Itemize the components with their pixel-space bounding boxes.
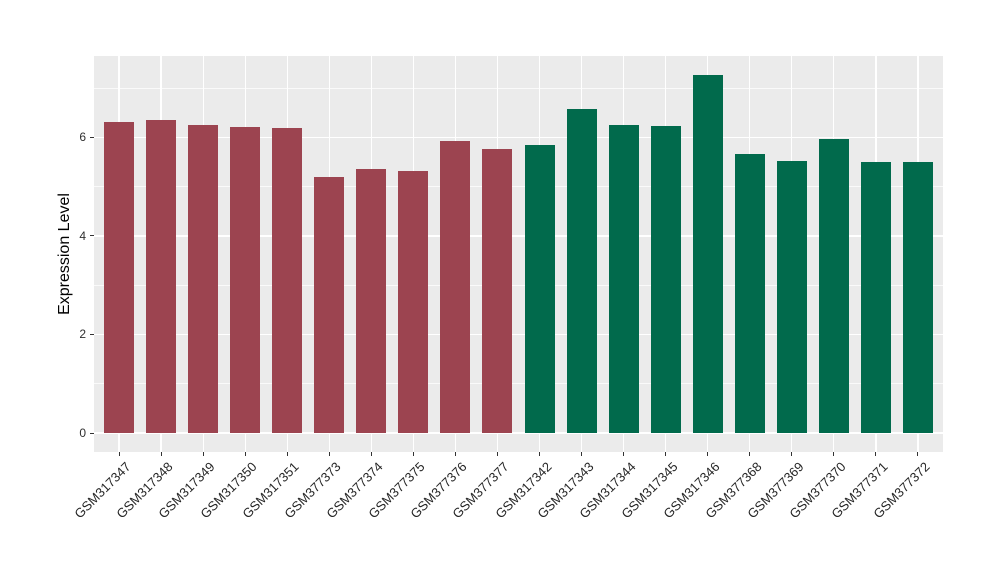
y-axis-tick [90,432,94,434]
y-axis-tick [90,333,94,335]
bar-GSM377372 [902,161,933,434]
x-axis-tick [454,452,456,456]
x-axis-tick [412,452,414,456]
bar-GSM317343 [566,108,597,433]
x-axis-tick [833,452,835,456]
bar-GSM317346 [692,74,723,434]
x-axis-tick [539,452,540,456]
x-axis-tick [328,452,330,456]
gridline-y-minor [94,284,943,286]
plot-panel [94,56,943,452]
x-axis-tick [875,452,877,456]
bar-GSM317349 [188,124,219,434]
x-axis-tick [496,452,498,456]
bar-GSM377377 [482,149,513,434]
y-axis-title: Expression Level [56,193,73,315]
x-axis-tick [160,452,162,456]
gridline-y-minor [94,383,943,385]
x-axis-tick [286,452,288,456]
bar-GSM317344 [608,125,639,434]
bar-GSM377370 [818,138,849,434]
y-axis-tick [90,136,94,138]
bar-GSM377371 [860,161,891,434]
bar-GSM377376 [440,141,471,433]
bar-GSM317351 [272,128,303,433]
x-axis-tick [244,452,246,456]
bars-layer [94,56,943,452]
bar-GSM317350 [230,126,261,434]
x-axis-tick [665,452,667,456]
bar-GSM317348 [146,119,177,433]
gridline-y-major [94,432,943,434]
bar-GSM377375 [398,170,429,434]
y-axis-label: 2 [79,327,86,342]
y-axis-label: 0 [79,426,86,441]
y-axis-label: 6 [79,130,86,145]
bar-GSM377374 [356,168,387,434]
y-axis-label: 4 [79,228,86,243]
x-axis-tick [581,452,583,456]
x-axis-tick [917,452,919,456]
gridline-y-major [94,136,943,139]
x-axis-tick [749,452,751,456]
gridline-y-minor [94,186,943,188]
bar-GSM377373 [314,176,345,433]
x-axis-tick [707,452,709,456]
bar-GSM377368 [734,153,765,434]
bar-GSM377369 [776,160,807,434]
x-axis-tick [791,452,793,456]
x-axis-tick [118,452,120,456]
x-axis-tick [623,452,625,456]
bar-GSM317347 [104,122,135,434]
y-axis-tick [90,235,94,237]
bar-GSM317342 [524,144,555,434]
gridline-y-major [94,333,943,336]
x-axis-tick [370,452,372,456]
x-axis-tick [202,452,204,456]
gridline-y-major [94,235,943,237]
gridline-y-minor [94,87,943,89]
bar-GSM317345 [650,125,681,433]
